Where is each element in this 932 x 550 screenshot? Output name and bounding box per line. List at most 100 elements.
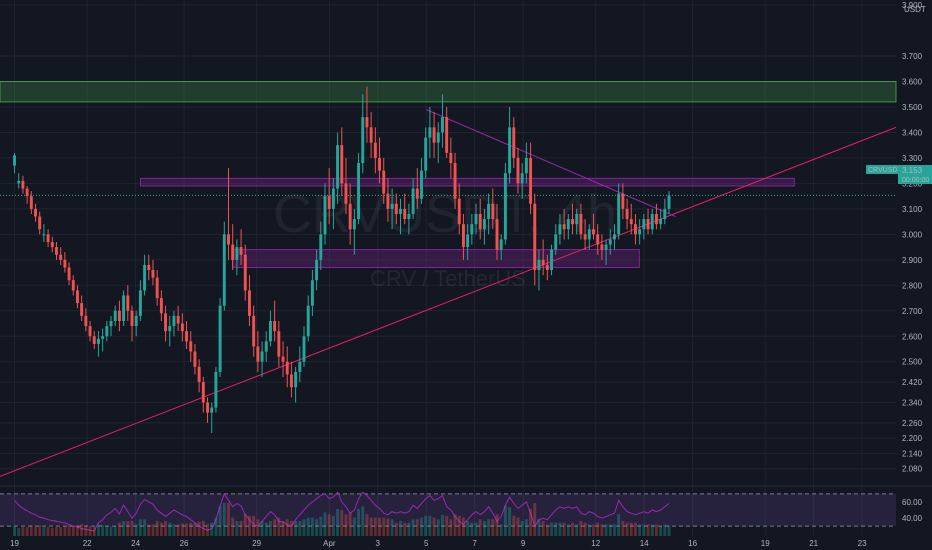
candle-body-32 (147, 264, 151, 271)
candle-140 (600, 234, 604, 260)
candle-body-27 (126, 295, 130, 311)
volume-bar-43 (193, 522, 197, 536)
candle-body-128 (550, 249, 554, 271)
candle-body-33 (151, 270, 155, 278)
price-tick-label-10: 2.800 (902, 281, 923, 290)
time-tick-label-14: 21 (809, 539, 818, 548)
candle-121 (520, 163, 524, 199)
candle-body-115 (495, 219, 499, 250)
candle-body-112 (482, 219, 486, 230)
candle-body-53 (235, 247, 239, 260)
volume-bar-58 (256, 519, 260, 536)
candle-body-67 (294, 371, 298, 388)
candle-20 (96, 331, 100, 357)
volume-bar-51 (227, 503, 230, 536)
volume-bar-123 (529, 509, 533, 536)
volume-bar-91 (394, 522, 398, 536)
candle-118 (508, 106, 512, 184)
candle-body-46 (206, 402, 209, 413)
volume-bar-143 (613, 524, 616, 536)
candle-151 (646, 208, 650, 235)
candle-29 (134, 310, 138, 337)
volume-bar-76 (331, 515, 335, 536)
time-tick-label-2: 24 (131, 539, 140, 548)
candle-17 (84, 308, 88, 332)
candle-16 (80, 295, 84, 321)
candle-13 (67, 262, 71, 286)
candle-87 (378, 137, 381, 184)
volume-bar-59 (260, 521, 264, 536)
candle-body-77 (336, 145, 340, 189)
candle-0 (13, 152, 16, 174)
candle-74 (323, 183, 327, 245)
candle-55 (243, 244, 247, 301)
volume-bar-111 (478, 519, 482, 536)
candle-4 (29, 191, 33, 214)
candle-body-26 (122, 295, 126, 321)
price-tick-label-5: 3.300 (902, 154, 923, 163)
volume-bar-17 (84, 525, 88, 536)
candle-body-55 (243, 254, 247, 291)
candle-body-31 (143, 264, 147, 291)
candle-129 (554, 224, 558, 255)
volume-bar-65 (285, 519, 289, 536)
volume-bar-97 (420, 517, 423, 536)
candle-145 (621, 183, 625, 220)
volume-bar-149 (638, 524, 642, 536)
candle-body-69 (302, 336, 306, 362)
volume-bar-107 (461, 517, 465, 536)
volume-bar-64 (281, 521, 285, 536)
candle-1 (17, 173, 21, 189)
price-tick-label-12: 2.600 (902, 332, 923, 341)
candle-105 (453, 152, 457, 209)
candle-body-119 (512, 127, 516, 158)
candle-body-41 (185, 331, 189, 342)
candle-21 (101, 328, 105, 352)
candle-body-13 (67, 267, 71, 281)
volume-bar-130 (558, 522, 562, 536)
volume-bar-77 (336, 509, 340, 536)
candle-body-153 (654, 213, 658, 225)
candle-body-1 (17, 180, 21, 184)
candle-body-62 (273, 320, 277, 332)
candle-64 (281, 341, 285, 378)
candle-148 (633, 213, 637, 245)
candle-115 (495, 203, 499, 260)
candle-body-60 (264, 341, 268, 352)
volume-bar-117 (503, 505, 507, 536)
candle-body-86 (373, 142, 377, 158)
rsi-line (14, 491, 670, 532)
candle-132 (566, 213, 570, 240)
candle-body-156 (667, 195, 671, 209)
candle-body-68 (298, 361, 302, 372)
volume-bar-115 (495, 514, 499, 536)
volume-bar-9 (50, 527, 54, 536)
volume-bar-138 (592, 524, 595, 536)
candle-body-154 (659, 219, 663, 225)
candle-38 (172, 310, 176, 337)
candle-body-124 (533, 203, 537, 271)
volume-bar-148 (633, 522, 637, 536)
trendlines (0, 109, 897, 477)
candle-body-72 (315, 259, 319, 281)
candle-body-123 (529, 157, 533, 204)
price-tick-label-4: 3.400 (902, 128, 923, 137)
volume-bar-73 (319, 516, 323, 536)
volume-bar-39 (176, 524, 180, 536)
candle-body-51 (227, 234, 230, 245)
time-axis[interactable]: 19 22 24 26 29 Apr 3 5 7 9 12 14 16 19 21 23 (10, 539, 867, 548)
symbol-price-label: CRVUSDT (868, 167, 902, 174)
volume-bar-104 (449, 519, 453, 536)
candle-32 (147, 254, 151, 281)
volume-bar-105 (453, 514, 457, 536)
candle-88 (382, 157, 386, 204)
candle-body-98 (424, 137, 428, 171)
candle-10 (55, 242, 58, 260)
candle-body-87 (378, 157, 381, 171)
candle-body-17 (84, 315, 88, 327)
time-tick-label-5: Apr (323, 539, 336, 548)
candle-147 (629, 203, 633, 235)
volume-bar-71 (310, 517, 314, 536)
